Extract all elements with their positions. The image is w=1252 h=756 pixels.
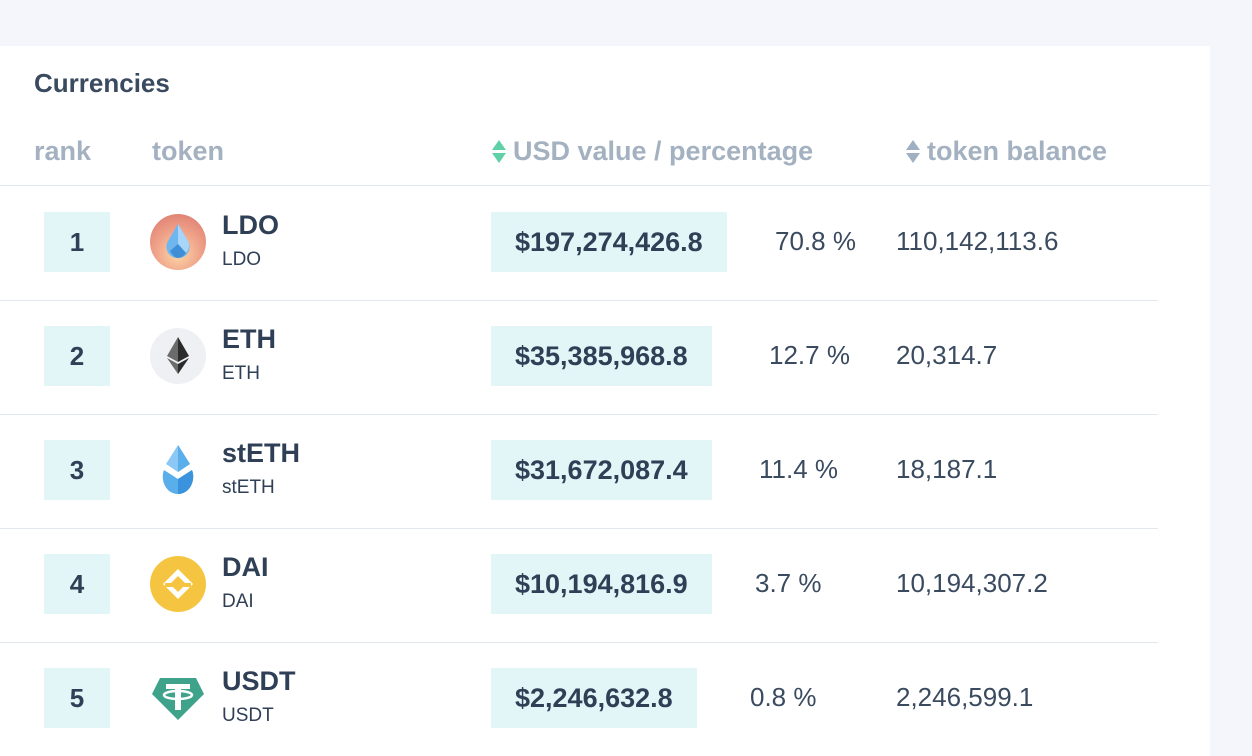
rank-badge: 3 bbox=[44, 440, 110, 500]
dai-icon bbox=[150, 556, 206, 612]
rank-badge: 2 bbox=[44, 326, 110, 386]
rank-badge: 5 bbox=[44, 668, 110, 728]
percentage: 12.7 % bbox=[769, 340, 850, 370]
sort-icon[interactable] bbox=[906, 140, 920, 163]
token-sub-label: LDO bbox=[222, 249, 262, 270]
column-header-usd-label[interactable]: USD value / percentage bbox=[513, 136, 814, 166]
table-row: 3 stETH stETH $31,672,087.4 11.4 % 18,18… bbox=[0, 415, 1158, 529]
table-row: 4 DAI DAI $10,194,816.9 3.7 % 10,194,307… bbox=[0, 529, 1158, 643]
token-balance: 2,246,599.1 bbox=[896, 682, 1034, 712]
lido-dao-icon bbox=[150, 214, 206, 270]
usd-value-badge: $2,246,632.8 bbox=[491, 668, 697, 728]
token-balance: 110,142,113.6 bbox=[896, 226, 1059, 256]
token-symbol: stETH bbox=[222, 438, 301, 468]
column-header-token-label: token bbox=[152, 136, 225, 166]
rank-badge: 4 bbox=[44, 554, 110, 614]
token-balance: 20,314.7 bbox=[896, 340, 998, 370]
token-sub-label: DAI bbox=[222, 591, 254, 612]
percentage: 70.8 % bbox=[775, 226, 856, 256]
tether-icon bbox=[150, 670, 206, 726]
steth-icon bbox=[150, 442, 206, 498]
usd-value-badge: $10,194,816.9 bbox=[491, 554, 712, 614]
usd-value-badge: $197,274,426.8 bbox=[491, 212, 727, 272]
table-header: rank token USD value / percentage token … bbox=[0, 126, 1210, 186]
percentage: 11.4 % bbox=[759, 454, 839, 484]
token-balance: 10,194,307.2 bbox=[896, 568, 1048, 598]
token-symbol: LDO bbox=[222, 210, 279, 240]
panel-title: Currencies bbox=[34, 68, 170, 98]
column-header-usd-value[interactable]: USD value / percentage bbox=[492, 136, 813, 167]
token-symbol: USDT bbox=[222, 666, 296, 696]
table-row: 5 USDT USDT $2,246,632.8 0.8 % 2,246,599… bbox=[0, 643, 1158, 756]
token-sub-label: USDT bbox=[222, 705, 274, 726]
token-sub-label: ETH bbox=[222, 363, 260, 384]
column-header-rank-label: rank bbox=[34, 136, 92, 166]
percentage: 3.7 % bbox=[755, 568, 822, 598]
currencies-panel: Currencies rank token USD value / percen… bbox=[0, 46, 1210, 756]
table-row: 1 LDO LDO $197,274,426.8 70.8 % 110,142,… bbox=[0, 187, 1158, 301]
usd-value-badge: $35,385,968.8 bbox=[491, 326, 712, 386]
token-symbol: ETH bbox=[222, 324, 276, 354]
column-header-token: token bbox=[152, 136, 224, 167]
table-row: 2 ETH ETH $35,385,968.8 12.7 % 20,314.7 bbox=[0, 301, 1158, 415]
rank-badge: 1 bbox=[44, 212, 110, 272]
column-header-balance-label[interactable]: token balance bbox=[927, 136, 1108, 166]
column-header-rank: rank bbox=[34, 136, 91, 167]
column-header-token-balance[interactable]: token balance bbox=[906, 136, 1107, 167]
percentage: 0.8 % bbox=[750, 682, 817, 712]
ethereum-icon bbox=[150, 328, 206, 384]
token-balance: 18,187.1 bbox=[896, 454, 998, 484]
token-symbol: DAI bbox=[222, 552, 269, 582]
token-sub-label: stETH bbox=[222, 477, 275, 498]
usd-value-badge: $31,672,087.4 bbox=[491, 440, 712, 500]
sort-active-icon[interactable] bbox=[492, 140, 506, 163]
